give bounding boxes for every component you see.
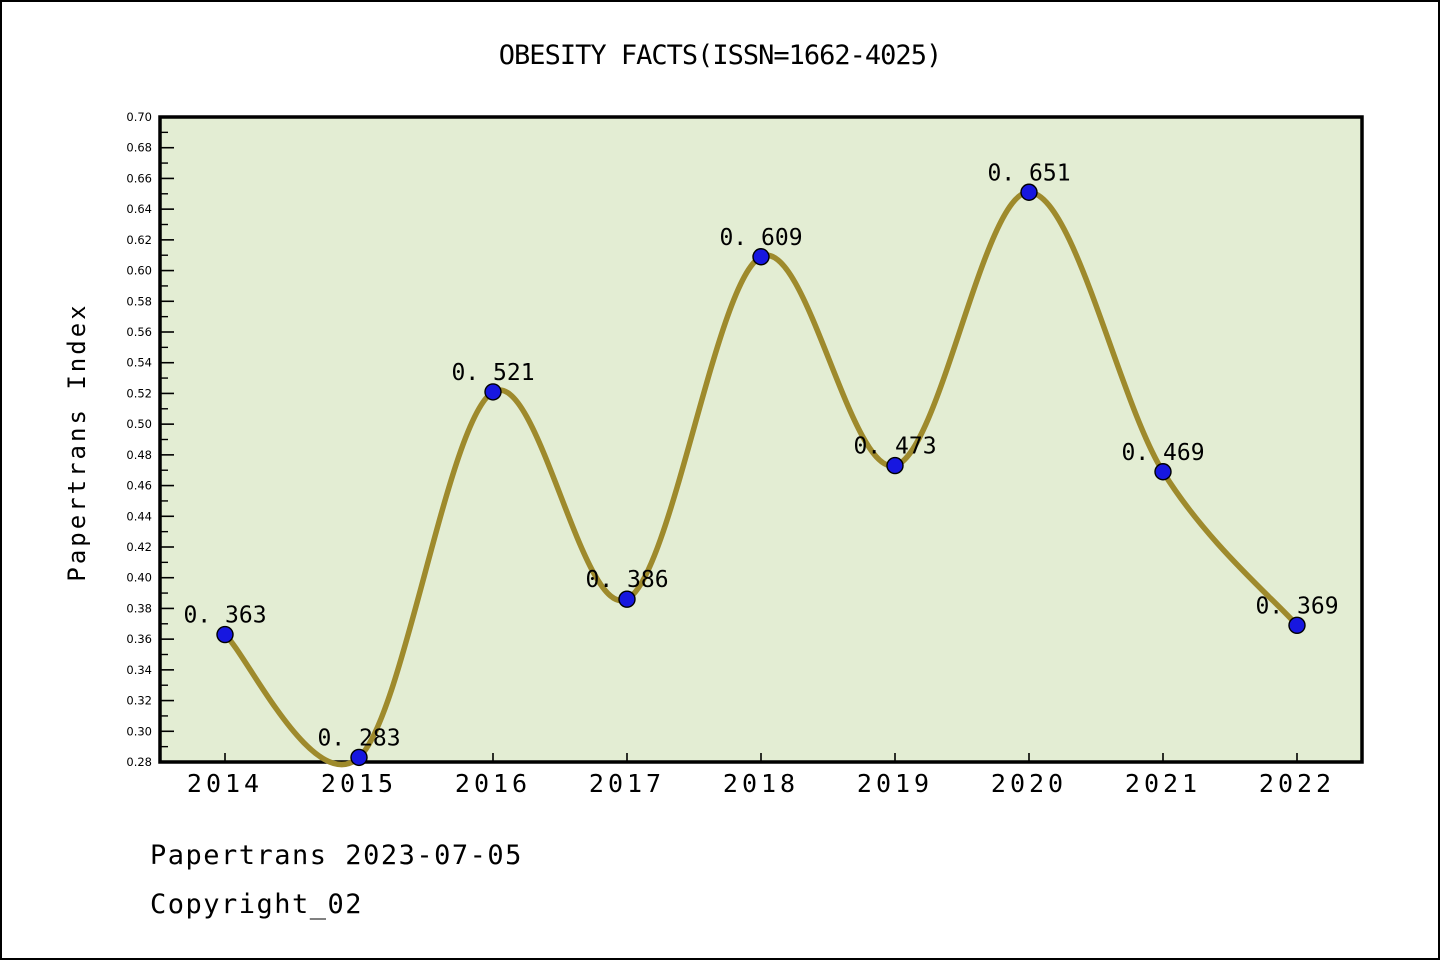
data-point-label: 0. 363	[183, 603, 266, 629]
data-point-marker	[752, 248, 770, 266]
data-point-marker	[1288, 616, 1306, 635]
data-point-marker	[216, 625, 234, 644]
y-tick-label: 0.46	[126, 479, 152, 493]
data-point-label: 0. 283	[317, 725, 400, 751]
y-tick-label: 0.56	[126, 325, 152, 339]
footer-copyright: Copyright_02	[150, 889, 364, 920]
data-point-marker	[618, 590, 636, 608]
x-tick-label: 2016	[455, 769, 531, 798]
y-tick-label: 0.36	[126, 632, 152, 646]
y-tick-label: 0.44	[126, 509, 152, 523]
data-point-marker	[886, 456, 904, 475]
x-tick-label: 2018	[723, 769, 799, 798]
data-point-label: 0. 609	[719, 225, 802, 251]
y-tick-label: 0.60	[126, 264, 152, 278]
y-tick-label: 0.70	[126, 110, 152, 124]
footer-date: Papertrans 2023-07-05	[150, 840, 523, 871]
y-tick-label: 0.66	[126, 171, 152, 185]
data-line	[222, 189, 1300, 768]
y-tick-label: 0.42	[126, 540, 152, 554]
data-point-label: 0. 521	[451, 360, 534, 386]
y-tick-label: 0.34	[126, 663, 152, 677]
y-tick-label: 0.48	[126, 448, 152, 462]
data-point-label: 0. 473	[853, 434, 936, 460]
x-tick-label: 2020	[991, 769, 1067, 798]
x-tick-label: 2022	[1259, 769, 1335, 798]
y-tick-label: 0.64	[126, 202, 152, 216]
x-tick-label: 2014	[187, 769, 263, 798]
y-tick-label: 0.38	[126, 601, 152, 615]
y-tick-label: 0.58	[126, 294, 152, 308]
data-point-marker	[350, 748, 368, 767]
y-tick-label: 0.30	[126, 724, 152, 738]
y-tick-label: 0.50	[126, 417, 152, 431]
y-tick-label: 0.68	[126, 141, 152, 155]
data-point-marker	[1020, 183, 1038, 201]
data-point-label: 0. 651	[987, 160, 1070, 186]
y-tick-label: 0.52	[126, 386, 152, 400]
y-tick-label: 0.28	[126, 755, 152, 769]
x-tick-label: 2019	[857, 769, 933, 798]
x-tick-label: 2021	[1125, 769, 1201, 798]
x-tick-label: 2017	[589, 769, 665, 798]
y-tick-label: 0.54	[126, 356, 152, 370]
data-point-label: 0. 469	[1121, 440, 1204, 466]
y-tick-label: 0.32	[126, 694, 152, 708]
data-point-marker	[1154, 463, 1172, 481]
plot-area	[160, 117, 1362, 762]
chart-title: OBESITY FACTS(ISSN=1662-4025)	[498, 40, 942, 71]
x-tick-label: 2015	[321, 769, 397, 798]
data-point-label: 0. 369	[1255, 593, 1338, 619]
y-tick-label: 0.62	[126, 233, 152, 247]
axis-frame	[158, 115, 1364, 764]
data-point-label: 0. 386	[585, 567, 668, 593]
data-point-marker	[484, 383, 502, 401]
y-tick-label: 0.40	[126, 571, 152, 585]
